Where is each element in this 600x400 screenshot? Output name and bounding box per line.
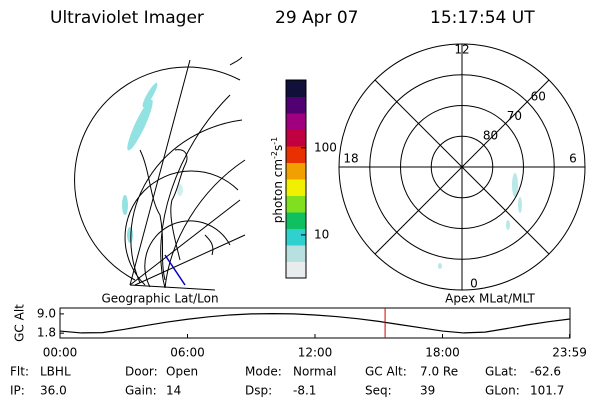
color-step [286,228,306,246]
y-label: GC Alt [13,304,27,342]
info-label: Mode: [245,365,282,379]
info-value: 36.0 [40,384,67,398]
color-step [286,80,306,97]
x-tick-label: 06:00 [170,346,205,360]
info-label: Dsp: [245,384,272,398]
x-tick-label: 23:59 [552,346,587,360]
color-step [286,245,306,262]
y-tick-label: 1.8 [37,326,56,340]
geo-map [74,56,246,291]
x-tick-label: 12:00 [298,346,333,360]
x-tick-label: 18:00 [425,346,460,360]
tick-label: 10 [314,227,329,241]
info-value: 101.7 [530,384,564,398]
info-label: Gain: [125,384,157,398]
x-tick-label: 00:00 [43,346,78,360]
lat-label: 60 [531,89,546,103]
info-value: 7.0 Re [420,365,458,379]
label-part: s [271,145,285,151]
altitude-line [59,313,571,334]
color-step [286,162,306,180]
mlt-label: 12 [454,43,469,57]
color-step [286,261,306,279]
label-exponent: -2 [270,151,279,159]
right-label: Apex MLat/MLT [445,292,535,306]
color-step [286,113,306,130]
color-step [286,212,306,229]
lat-label: 70 [507,109,522,123]
instrument: Ultraviolet Imager [50,8,204,28]
info-value: 14 [166,384,181,398]
info-label: GLon: [485,384,520,398]
info-value: -8.1 [293,384,316,398]
info-label: IP: [10,384,25,398]
color-step [286,146,306,163]
plot-frame [59,307,571,339]
polar-plot: 60 70 80 0 6 12 18 [338,43,586,291]
left-label: Geographic Lat/Lon [101,292,218,306]
spoke [374,79,550,255]
color-step [286,195,306,213]
tick-label: 100 [314,140,337,154]
date: 29 Apr 07 [275,8,358,28]
info-label: Flt: [10,365,29,379]
info-label: Door: [125,365,158,379]
info-value: Open [166,365,198,379]
label-exponent: -1 [270,137,279,145]
orbit-plot: Geographic Lat/Lon Apex MLat/MLT GC Alt … [13,292,587,360]
color-step [286,129,306,147]
mlt-label: 0 [470,277,478,291]
info-label: Seq: [365,384,392,398]
info-value: -62.6 [530,365,561,379]
color-step [286,179,306,196]
info-label: GC Alt: [365,365,407,379]
info-value: 39 [420,384,435,398]
time: 15:17:54 UT [430,8,535,28]
info-table: Flt: LBHL Door: Open Mode: Normal GC Alt: 7.0 R… [10,365,564,398]
colorbar: 10 100 [285,79,337,279]
color-step [286,96,306,114]
info-value: Normal [293,365,336,379]
colorbar-label: photon cm-2s-1 [270,137,285,224]
lat-label: 80 [483,128,498,142]
info-label: GLat: [485,365,517,379]
y-tick-label: 9.0 [37,306,56,320]
label-part: photon cm [271,159,285,223]
mlt-label: 6 [569,152,577,166]
info-value: LBHL [40,365,71,379]
mlt-label: 18 [343,152,358,166]
colorbar-frame [285,79,307,279]
